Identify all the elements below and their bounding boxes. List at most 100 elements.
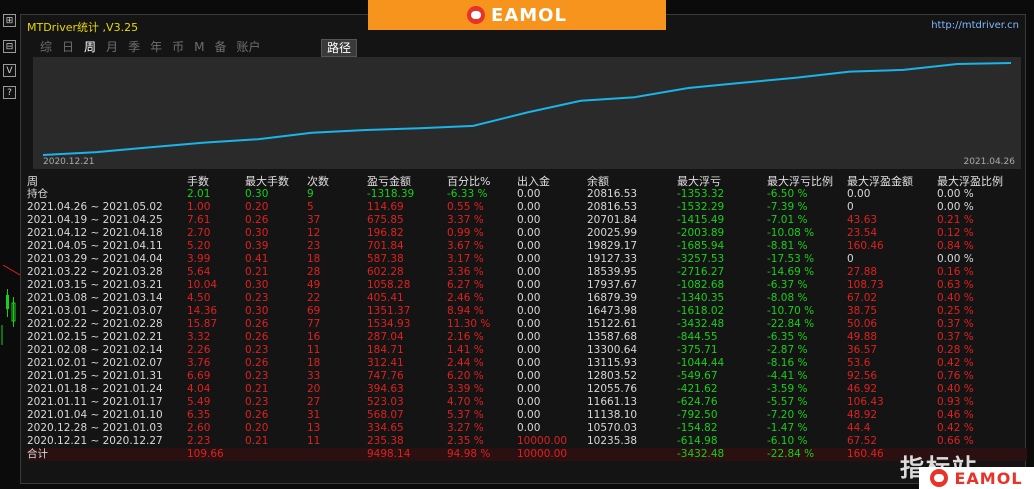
brand-banner: EAMOL <box>368 0 666 30</box>
table-row: 2021.04.26 ~ 2021.05.02 1.00 0.20 5 114.69 0.… <box>27 201 1027 214</box>
cell-9: -4.41 % <box>767 370 808 382</box>
cell-1: 2.70 <box>187 227 211 239</box>
equity-chart-svg <box>42 62 1012 156</box>
tab-3[interactable]: 月 <box>106 40 119 54</box>
cell-11: 0.40 % <box>937 383 974 395</box>
cell-9: -7.20 % <box>767 409 808 421</box>
cell-3: 27 <box>307 396 321 408</box>
cell-1: 5.64 <box>187 266 211 278</box>
cell-8: -1082.68 <box>677 279 725 291</box>
cell-3: 12 <box>307 227 321 239</box>
cell-10: 43.63 <box>847 214 878 226</box>
cell-6: 0.00 <box>517 305 541 317</box>
cell-10: 160.46 <box>847 448 884 460</box>
left-toolbar: ⊞ ⊟ V ? <box>0 0 20 489</box>
cell-4: 701.84 <box>367 240 404 252</box>
cell-6: 0.00 <box>517 240 541 252</box>
cell-6: 出入金 <box>517 175 550 188</box>
cell-11: 0.00 % <box>937 188 974 200</box>
cell-3: 16 <box>307 331 321 343</box>
cell-11: 0.46 % <box>937 409 974 421</box>
cell-1: 4.50 <box>187 292 211 304</box>
cell-4: 568.07 <box>367 409 404 421</box>
cell-11: 0.66 % <box>937 435 974 447</box>
cell-9: -3.59 % <box>767 383 808 395</box>
cell-0: 2021.04.19 ~ 2021.04.25 <box>27 214 163 226</box>
table-row: 2021.04.19 ~ 2021.04.25 7.61 0.26 37 675.85 3… <box>27 214 1027 227</box>
cell-7: 余额 <box>587 175 609 188</box>
cell-0: 2020.12.28 ~ 2021.01.03 <box>27 422 163 434</box>
cell-0: 2021.01.18 ~ 2021.01.24 <box>27 383 163 395</box>
eamol-logo-icon <box>467 6 486 24</box>
table-row: 2021.02.08 ~ 2021.02.14 2.26 0.23 11 184.71 1… <box>27 344 1027 357</box>
cell-4: 1351.37 <box>367 305 411 317</box>
cell-7: 11661.13 <box>587 396 638 408</box>
cell-0: 2021.04.12 ~ 2021.04.18 <box>27 227 163 239</box>
cell-9: -7.39 % <box>767 201 808 213</box>
cell-4: -1318.39 <box>367 188 415 200</box>
cell-2: 0.26 <box>245 357 269 369</box>
cell-11: 0.42 % <box>937 357 974 369</box>
weekly-stats-table: 周 手数 最大手数 次数 盈亏金额 百分比% 出入金 余额 最大浮亏 最大浮亏比例 最大浮盈金额 最大… <box>27 175 1027 461</box>
cell-4: 287.04 <box>367 331 404 343</box>
table-row: 2021.02.15 ~ 2021.02.21 3.32 0.26 16 287.04 2… <box>27 331 1027 344</box>
cell-9: -1.47 % <box>767 422 808 434</box>
grid-collapse-icon[interactable]: ⊟ <box>3 40 16 53</box>
cell-11: 0.16 % <box>937 266 974 278</box>
cell-2: 0.30 <box>245 279 269 291</box>
cell-8: -1618.02 <box>677 305 725 317</box>
cell-4: 675.85 <box>367 214 404 226</box>
chart-end-date: 2021.04.26 <box>963 157 1015 167</box>
cell-3: 23 <box>307 240 321 252</box>
statistics-panel: MTDriver统计 ,V3.25 http://mtdriver.cn 综日周… <box>20 14 1027 484</box>
cell-10: 0 <box>847 201 854 213</box>
cell-9: -8.08 % <box>767 292 808 304</box>
tab-1[interactable]: 日 <box>62 40 75 54</box>
tab-8[interactable]: 备 <box>214 40 227 54</box>
cell-7: 10235.38 <box>587 435 638 447</box>
cell-8: -1044.44 <box>677 357 725 369</box>
cell-8: -1415.49 <box>677 214 725 226</box>
path-button[interactable]: 路径 <box>321 39 358 57</box>
cell-2: 0.20 <box>245 422 269 434</box>
tab-7[interactable]: M <box>194 40 205 54</box>
cell-3: 11 <box>307 435 321 447</box>
cell-11: 0.76 % <box>937 370 974 382</box>
cell-10: 108.73 <box>847 279 884 291</box>
cell-10: 27.88 <box>847 266 878 278</box>
cell-2: 0.23 <box>245 370 269 382</box>
tab-9[interactable]: 账户 <box>236 40 261 54</box>
help-icon[interactable]: ? <box>3 86 16 99</box>
cell-4: 196.82 <box>367 227 404 239</box>
cell-9: -8.81 % <box>767 240 808 252</box>
cell-1: 6.69 <box>187 370 211 382</box>
cell-1: 1.00 <box>187 201 211 213</box>
cell-6: 0.00 <box>517 188 541 200</box>
tab-4[interactable]: 季 <box>128 40 141 54</box>
tab-2[interactable]: 周 <box>84 40 97 54</box>
cell-7: 13587.68 <box>587 331 638 343</box>
cell-11: 0.93 % <box>937 396 974 408</box>
cell-10: 0.00 <box>847 188 871 200</box>
cell-0: 2021.02.15 ~ 2021.02.21 <box>27 331 163 343</box>
tab-5[interactable]: 年 <box>150 40 163 54</box>
cell-11: 最大浮盈比例 <box>937 175 1003 188</box>
price-candles-icon <box>1 265 20 345</box>
site-url-link[interactable]: http://mtdriver.cn <box>931 20 1019 31</box>
cell-8: -614.98 <box>677 435 718 447</box>
grid-expand-icon[interactable]: ⊞ <box>3 14 16 27</box>
cell-6: 0.00 <box>517 227 541 239</box>
cell-10: 36.57 <box>847 344 878 356</box>
cell-10: 44.4 <box>847 422 871 434</box>
tab-0[interactable]: 综 <box>40 40 53 54</box>
check-icon[interactable]: V <box>3 64 16 77</box>
tab-6[interactable]: 币 <box>172 40 185 54</box>
cell-5: 5.37 % <box>447 409 484 421</box>
cell-5: 2.46 % <box>447 292 484 304</box>
cell-4: 405.41 <box>367 292 404 304</box>
cell-4: 334.65 <box>367 422 404 434</box>
cell-7: 11138.10 <box>587 409 638 421</box>
cell-8: -1340.35 <box>677 292 725 304</box>
cell-5: 3.67 % <box>447 240 484 252</box>
cell-8: -3257.53 <box>677 253 725 265</box>
